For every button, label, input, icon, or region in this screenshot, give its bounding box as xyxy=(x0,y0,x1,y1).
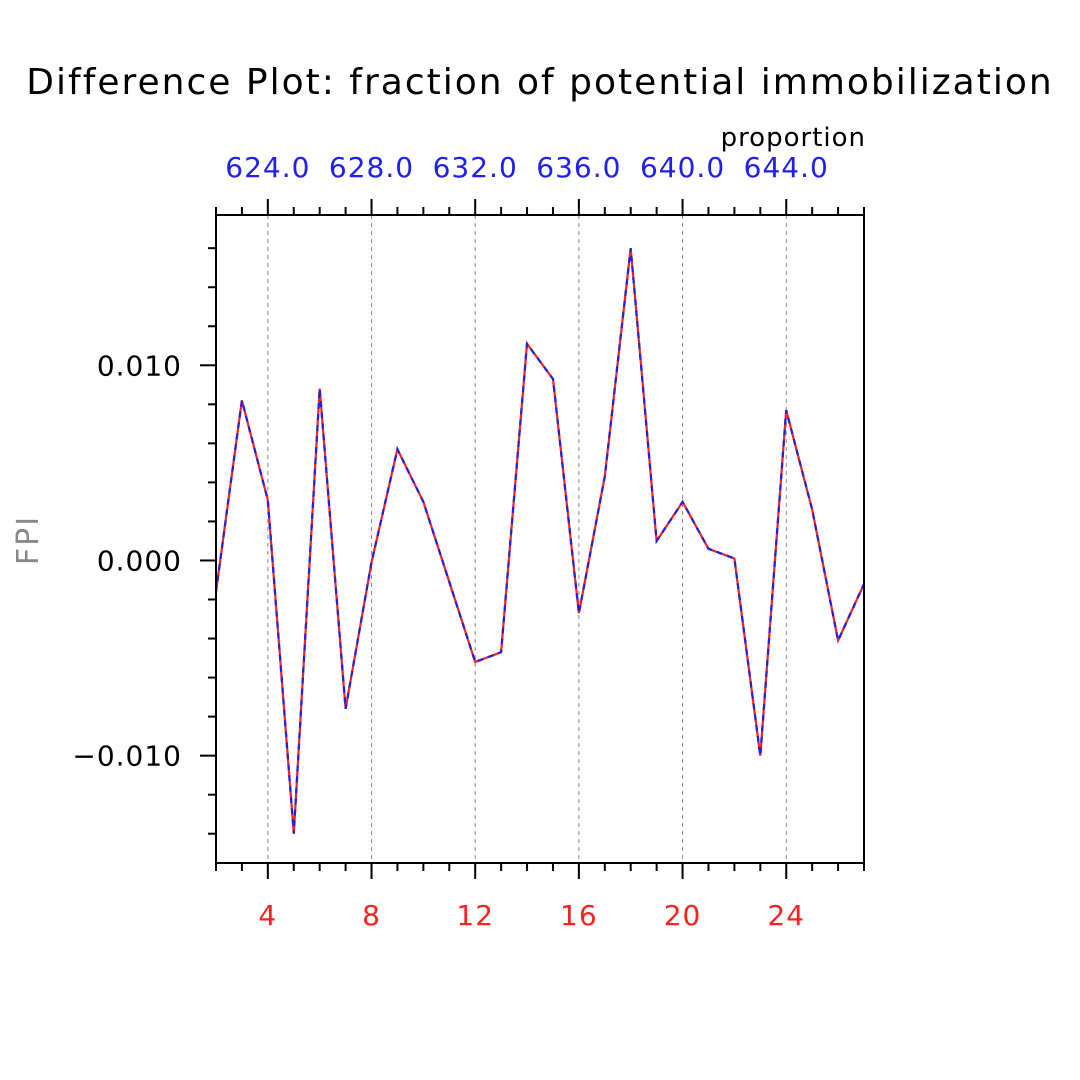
data-lines xyxy=(214,248,866,834)
chart-title: Difference Plot: fraction of potential i… xyxy=(26,62,1053,103)
y-tick-label: 0.000 xyxy=(97,544,182,577)
series-line-blue-dashed xyxy=(214,248,866,834)
x-tick-label: 24 xyxy=(767,899,805,932)
top-tick-label: 644.0 xyxy=(744,151,829,184)
x-tick-label: 20 xyxy=(664,899,702,932)
y-tick-label: 0.010 xyxy=(97,349,182,382)
x-tick-label: 16 xyxy=(560,899,598,932)
plot-frame xyxy=(215,214,865,864)
top-tick-label: 628.0 xyxy=(329,151,414,184)
x-tick-label: 12 xyxy=(456,899,494,932)
grid-lines xyxy=(267,215,787,863)
units-label: proportion xyxy=(721,123,866,153)
series-line-red xyxy=(214,248,866,834)
axis-ticks xyxy=(200,199,865,879)
y-tick-label: −0.010 xyxy=(72,740,182,773)
top-tick-label: 632.0 xyxy=(433,151,518,184)
x-tick-label: 8 xyxy=(362,899,381,932)
top-tick-label: 640.0 xyxy=(640,151,725,184)
top-tick-label: 636.0 xyxy=(536,151,621,184)
tick-labels: 4 8 12 16 20 24 624.0 628.0 632.0 636.0 640.0 644.0… xyxy=(72,151,829,932)
x-tick-label: 4 xyxy=(258,899,277,932)
top-tick-label: 624.0 xyxy=(225,151,310,184)
y-axis-label: FPI xyxy=(11,515,46,565)
